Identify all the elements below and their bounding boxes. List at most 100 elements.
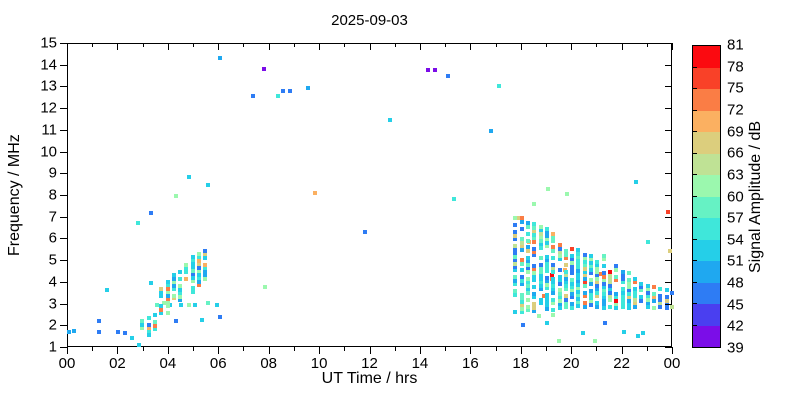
data-point bbox=[557, 298, 562, 303]
data-point bbox=[614, 302, 619, 307]
y-tick bbox=[665, 129, 672, 131]
y-tick bbox=[665, 347, 672, 348]
data-point bbox=[576, 303, 581, 308]
data-point bbox=[550, 312, 555, 317]
x-tick bbox=[193, 347, 195, 351]
data-point bbox=[187, 175, 192, 180]
colorbar-segment bbox=[693, 174, 720, 197]
data-point bbox=[639, 281, 644, 286]
data-point bbox=[620, 290, 625, 295]
y-tick bbox=[60, 325, 67, 327]
data-point bbox=[563, 263, 568, 268]
x-tick bbox=[470, 43, 472, 50]
data-point bbox=[626, 284, 631, 289]
data-point bbox=[633, 287, 638, 292]
data-point bbox=[563, 276, 568, 281]
data-point bbox=[513, 216, 518, 221]
data-point bbox=[519, 240, 524, 245]
data-point bbox=[433, 68, 438, 73]
data-point bbox=[626, 278, 631, 283]
data-point bbox=[544, 296, 549, 301]
data-point bbox=[171, 283, 176, 288]
data-point bbox=[664, 295, 669, 300]
data-point bbox=[197, 265, 202, 270]
colorbar-segment bbox=[693, 260, 720, 283]
data-point bbox=[190, 254, 195, 259]
data-point bbox=[544, 233, 549, 238]
data-point bbox=[532, 309, 537, 314]
data-point bbox=[576, 268, 581, 273]
data-point bbox=[665, 210, 670, 215]
colorbar-tick-label: 81 bbox=[727, 36, 744, 54]
data-point bbox=[445, 73, 450, 78]
x-tick bbox=[571, 43, 573, 50]
data-point bbox=[570, 305, 575, 310]
data-point bbox=[557, 291, 562, 296]
data-point bbox=[519, 275, 524, 280]
data-point bbox=[620, 301, 625, 306]
data-point bbox=[519, 278, 524, 283]
colorbar-segment bbox=[693, 153, 720, 175]
data-point bbox=[165, 293, 170, 298]
colorbar-tick bbox=[693, 260, 697, 261]
data-point bbox=[597, 272, 602, 277]
data-point bbox=[538, 224, 543, 229]
data-point bbox=[551, 235, 556, 240]
data-point bbox=[532, 229, 537, 234]
x-tick bbox=[167, 43, 169, 50]
data-point bbox=[544, 244, 549, 249]
data-point bbox=[614, 305, 619, 310]
data-point bbox=[178, 284, 183, 289]
data-point bbox=[634, 180, 639, 185]
data-point bbox=[146, 326, 151, 331]
data-point bbox=[544, 227, 549, 231]
y-tick bbox=[60, 129, 67, 131]
colorbar-segment bbox=[693, 303, 720, 326]
data-point bbox=[513, 230, 518, 235]
x-tick bbox=[571, 347, 573, 354]
data-point bbox=[197, 283, 202, 288]
data-point bbox=[563, 294, 568, 299]
data-point bbox=[576, 286, 581, 291]
data-point bbox=[281, 89, 286, 94]
data-point bbox=[601, 271, 606, 276]
data-point bbox=[570, 271, 575, 276]
data-point bbox=[620, 270, 625, 274]
x-tick bbox=[520, 43, 522, 50]
data-point bbox=[513, 244, 518, 249]
colorbar-tick bbox=[693, 195, 697, 197]
data-point bbox=[658, 301, 663, 306]
colorbar-segment bbox=[693, 131, 720, 154]
data-point bbox=[532, 270, 537, 275]
data-point bbox=[544, 254, 549, 259]
data-point bbox=[519, 296, 524, 301]
y-tick-label: 15 bbox=[40, 34, 57, 52]
x-tick bbox=[92, 347, 94, 351]
data-point bbox=[601, 257, 606, 262]
data-point bbox=[589, 292, 594, 297]
data-point bbox=[532, 246, 537, 251]
data-point bbox=[179, 302, 184, 307]
x-tick bbox=[495, 43, 497, 47]
y-tick-label: 6 bbox=[48, 229, 57, 247]
data-point bbox=[538, 245, 543, 250]
data-point bbox=[544, 240, 549, 245]
y-tick bbox=[665, 108, 672, 110]
data-point bbox=[563, 301, 568, 306]
data-point bbox=[570, 278, 575, 283]
data-point bbox=[576, 279, 581, 284]
data-point bbox=[152, 313, 157, 318]
data-point bbox=[658, 287, 663, 292]
data-point bbox=[645, 287, 650, 292]
data-point bbox=[197, 255, 202, 260]
y-tick bbox=[665, 325, 672, 327]
data-point bbox=[633, 276, 638, 281]
data-point bbox=[171, 287, 176, 292]
x-tick bbox=[369, 43, 371, 50]
data-point bbox=[203, 248, 208, 253]
data-point bbox=[275, 94, 280, 99]
data-point bbox=[576, 261, 581, 266]
data-point bbox=[513, 265, 518, 269]
data-point bbox=[570, 284, 575, 289]
x-tick bbox=[621, 347, 623, 354]
